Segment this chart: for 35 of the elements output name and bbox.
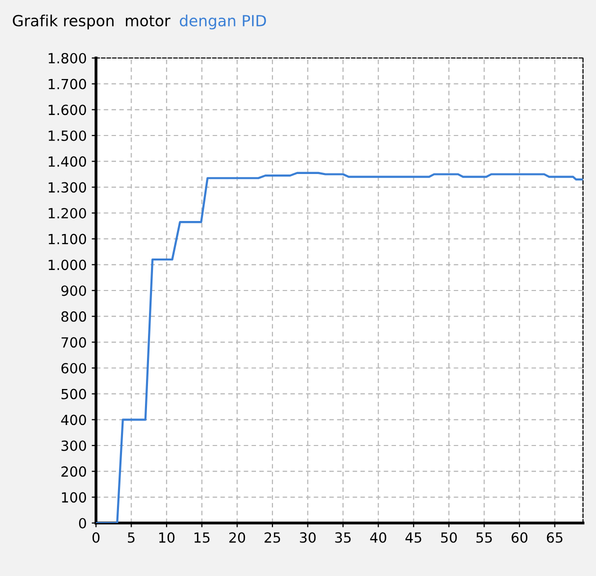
y-tick-label: 1.100: [48, 234, 86, 244]
y-tick-label: 1.600: [48, 104, 86, 116]
y-tick-label: 600: [61, 362, 86, 374]
y-tick-label: 1.500: [48, 130, 86, 141]
x-tick-label: 40: [370, 532, 386, 543]
y-tick-label: 1.300: [48, 182, 86, 193]
x-tick-label: 5: [128, 532, 134, 543]
x-tick-label: 10: [159, 532, 174, 543]
y-tick-label: 0: [79, 518, 86, 528]
y-tick-label: 400: [61, 414, 86, 426]
x-tick-label: 35: [335, 532, 351, 543]
y-tick-label: 800: [61, 311, 86, 322]
y-tick-label: 300: [62, 440, 86, 451]
x-tick-label: 65: [546, 532, 562, 543]
y-tick-label: 1.700: [48, 78, 86, 90]
y-tick-label: 1.800: [48, 52, 86, 64]
x-tick-label: 15: [194, 532, 210, 543]
y-tick-label: 1.200: [48, 208, 86, 218]
chart-title: Grafik respon motor: [12, 14, 170, 30]
y-tick-label: 100: [62, 492, 86, 503]
x-tick-label: 20: [229, 532, 246, 543]
y-tick-label: 500: [62, 388, 86, 400]
x-tick-label: 30: [300, 532, 316, 543]
x-tick-label: 0: [92, 532, 100, 543]
text: dengan PID: [180, 14, 266, 30]
y-tick-label: 900: [61, 285, 86, 296]
x-tick-label: 50: [441, 532, 457, 543]
y-tick-label: 200: [61, 466, 86, 477]
x-tick-label: 55: [476, 532, 492, 543]
y-tick-label: 1.000: [48, 260, 86, 270]
y-tick-label: 700: [62, 337, 86, 348]
y-tick-label: 1.400: [48, 156, 86, 167]
x-tick-label: 45: [405, 532, 422, 543]
x-tick-label: 25: [264, 532, 280, 543]
x-tick-label: 60: [512, 532, 528, 543]
